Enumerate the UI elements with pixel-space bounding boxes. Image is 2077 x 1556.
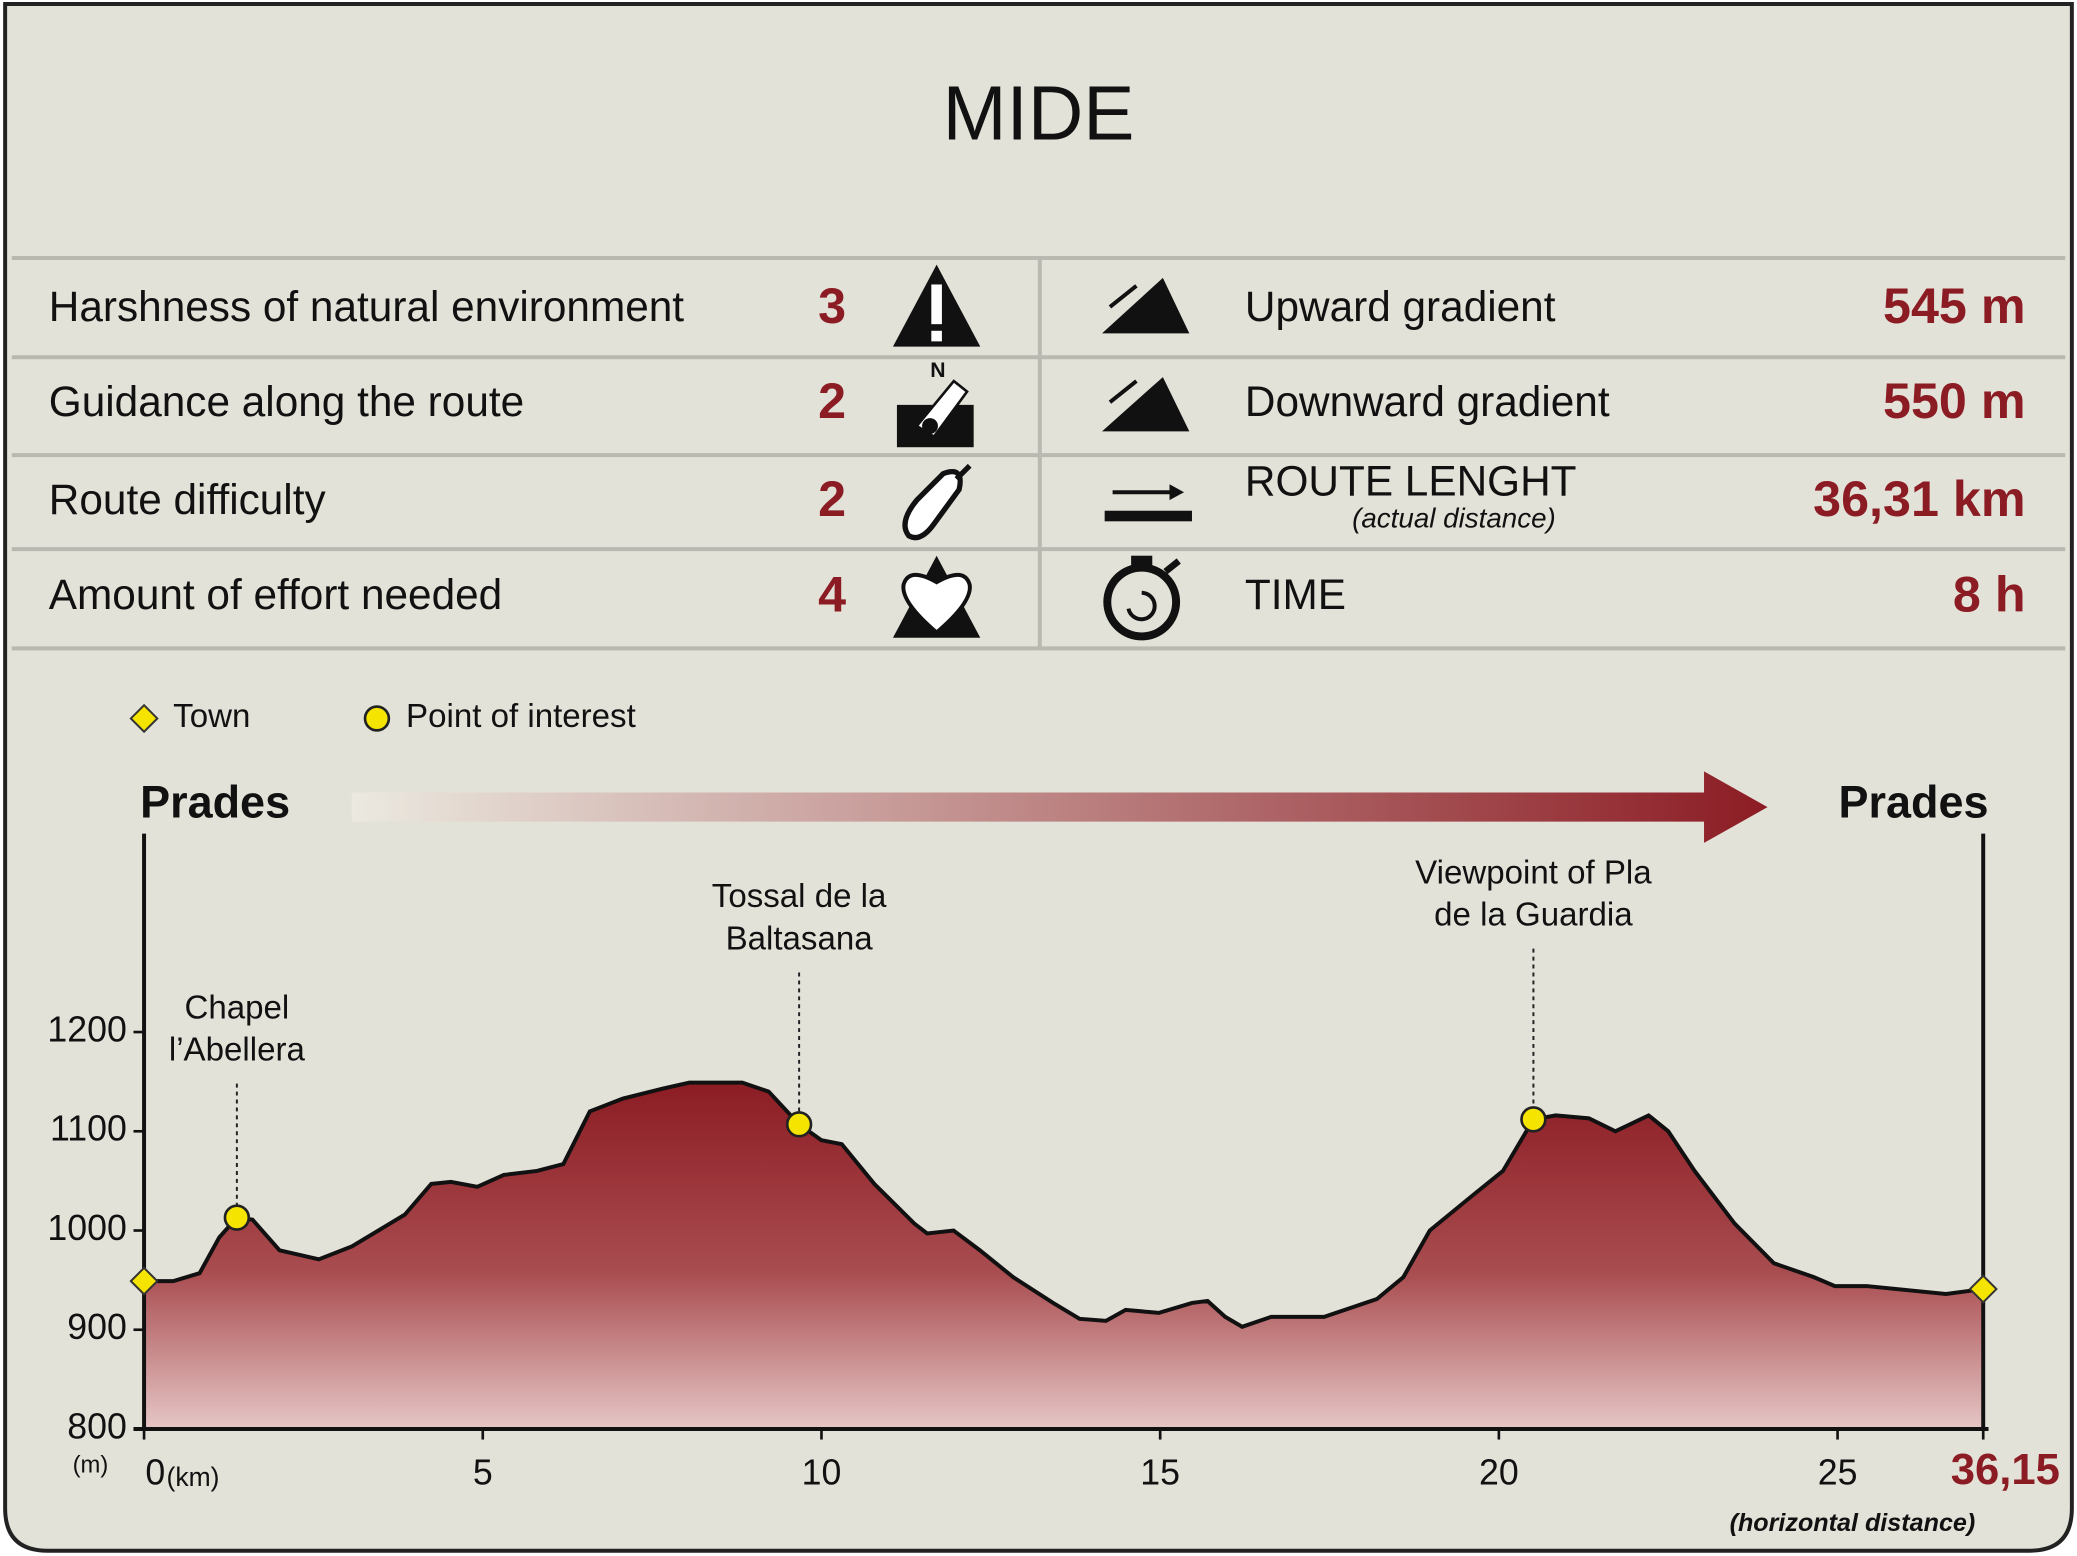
criterion-value: 3: [818, 277, 846, 334]
poi-marker: [785, 1111, 813, 1138]
icon-downward: [1102, 377, 1190, 432]
x-tick-label: 10: [802, 1453, 842, 1493]
icon-guidance: N: [896, 359, 974, 448]
legend-label: Point of interest: [406, 698, 636, 735]
criterion-value: 2: [818, 372, 846, 429]
icon-time: [1103, 555, 1181, 641]
profile-line: [144, 1080, 1984, 1329]
poi-label: Baltasana: [726, 920, 874, 957]
y-unit: (m): [73, 1451, 109, 1478]
x-tick-label: 0: [145, 1453, 165, 1493]
route-value: 8 h: [1953, 565, 2026, 622]
poi-marker: [1520, 1106, 1547, 1133]
route-note: (actual distance): [1352, 502, 1556, 533]
poi-label: de la Guardia: [1434, 897, 1633, 934]
x-end-label: 36,15: [1951, 1445, 2060, 1494]
table-lines: [11, 256, 2066, 651]
poi-label: Viewpoint of Pla: [1415, 854, 1652, 891]
direction-arrow: [351, 771, 1768, 843]
y-tick-label: 1000: [47, 1208, 126, 1248]
icon-effort: [892, 555, 981, 638]
icon-harshness: [892, 264, 981, 347]
criterion-value: 4: [818, 565, 846, 622]
x-unit: (km): [167, 1462, 220, 1492]
route-label: TIME: [1245, 571, 1346, 618]
route-label: ROUTE LENGHT: [1245, 457, 1577, 504]
route-label: Downward gradient: [1245, 378, 1610, 425]
start-label: Prades: [140, 777, 290, 828]
y-tick-label: 900: [67, 1307, 127, 1347]
svg-text:N: N: [930, 359, 945, 382]
icon-upward: [1102, 277, 1190, 334]
criterion-label: Amount of effort needed: [49, 571, 502, 618]
legend-label: Town: [173, 698, 250, 735]
end-label: Prades: [1839, 777, 1989, 828]
y-tick-label: 800: [67, 1406, 127, 1446]
criterion-label: Route difficulty: [49, 476, 327, 523]
poi-label: l’Abellera: [169, 1032, 306, 1069]
y-tick-label: 1100: [50, 1109, 127, 1149]
title: MIDE: [943, 71, 1135, 156]
x-tick-label: 25: [1818, 1453, 1858, 1493]
route-label: Upward gradient: [1245, 283, 1556, 330]
elevation-chart: Town Point of interest Prades Prades 800 900 1…: [47, 698, 2060, 1537]
criterion-value: 2: [818, 470, 846, 527]
poi-label: Chapel: [184, 989, 289, 1026]
route-value: 550 m: [1883, 372, 2026, 429]
legend-marker: [363, 705, 391, 732]
x-tick-label: 5: [473, 1453, 493, 1493]
x-note: (horizontal distance): [1730, 1509, 1976, 1537]
town-marker: [1968, 1274, 1998, 1304]
mide-table: Harshness of natural environment 3 Guidanc…: [49, 277, 2026, 622]
icon-length: [1104, 484, 1192, 522]
poi-label: Tossal de la: [712, 878, 887, 915]
criterion-label: Guidance along the route: [49, 378, 524, 425]
criterion-label: Harshness of natural environment: [49, 283, 684, 330]
y-tick-label: 1200: [47, 1009, 126, 1049]
x-tick-label: 20: [1479, 1453, 1519, 1493]
route-value: 545 m: [1883, 277, 2026, 334]
area-fill: [144, 1082, 1984, 1429]
poi-marker: [223, 1204, 251, 1231]
legend-marker: [129, 703, 159, 734]
route-value: 36,31 km: [1813, 470, 2025, 527]
icon-difficulty: [902, 463, 972, 541]
town-marker: [129, 1266, 159, 1296]
x-tick-label: 15: [1140, 1453, 1180, 1493]
